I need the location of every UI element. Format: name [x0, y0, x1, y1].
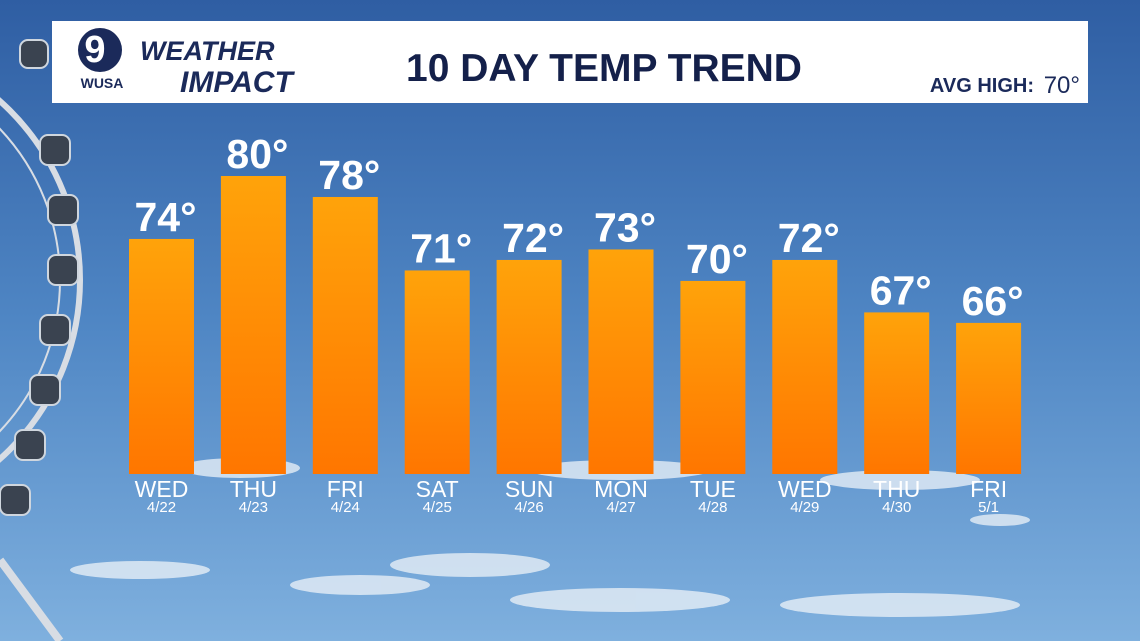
date-label: 4/23 — [239, 499, 268, 516]
day-label: WED — [778, 476, 832, 502]
brand-top: WEATHER — [140, 36, 275, 66]
clouds — [70, 458, 1030, 617]
day-label: FRI — [327, 476, 364, 502]
value-label: 78° — [318, 152, 380, 198]
day-label: THU — [230, 476, 277, 502]
chart-title: 10 DAY TEMP TREND — [406, 47, 802, 90]
date-label: 4/28 — [698, 499, 727, 516]
logo-station: WUSA — [81, 75, 124, 91]
bar — [680, 280, 746, 474]
bar — [220, 176, 286, 474]
value-label: 80° — [226, 131, 288, 177]
value-label: 67° — [870, 267, 932, 313]
brand-bottom: IMPACT — [180, 66, 295, 99]
day-label: WED — [135, 476, 189, 502]
logo-circle — [78, 28, 122, 72]
day-label: THU — [873, 476, 920, 502]
avg-high-label: AVG HIGH: — [930, 75, 1034, 97]
value-label: 72° — [778, 215, 840, 261]
day-label: TUE — [690, 476, 736, 502]
value-label: 71° — [410, 225, 472, 271]
date-label: 4/25 — [423, 499, 452, 516]
bar — [496, 259, 562, 474]
value-label: 73° — [594, 204, 656, 250]
bar — [864, 312, 930, 474]
date-label: 4/22 — [147, 499, 176, 516]
bar — [312, 196, 378, 475]
date-label: 4/27 — [606, 499, 635, 516]
date-label: 4/29 — [790, 499, 819, 516]
value-label: 66° — [962, 278, 1024, 324]
bar — [129, 238, 194, 474]
date-label: 4/26 — [514, 499, 543, 516]
avg-high-value: 70° — [1044, 72, 1080, 99]
ferris-cabins — [0, 39, 79, 516]
day-label: SUN — [505, 476, 554, 502]
day-label: FRI — [970, 476, 1007, 502]
date-label: 4/24 — [331, 499, 360, 516]
logo-number: 9 — [84, 29, 105, 71]
value-label: 74° — [134, 194, 196, 240]
bar — [588, 249, 654, 474]
day-label: SAT — [416, 476, 459, 502]
bar — [772, 259, 838, 474]
header-bar — [52, 21, 1088, 103]
plot: 74°WED4/2280°THU4/2378°FRI4/2471°SAT4/25… — [129, 131, 1024, 516]
value-label: 72° — [502, 215, 564, 261]
date-label: 4/30 — [882, 499, 911, 516]
value-label: 70° — [686, 236, 748, 282]
bar — [404, 270, 470, 474]
day-label: MON — [594, 476, 648, 502]
bar — [956, 322, 1022, 474]
date-label: 5/1 — [978, 499, 999, 516]
